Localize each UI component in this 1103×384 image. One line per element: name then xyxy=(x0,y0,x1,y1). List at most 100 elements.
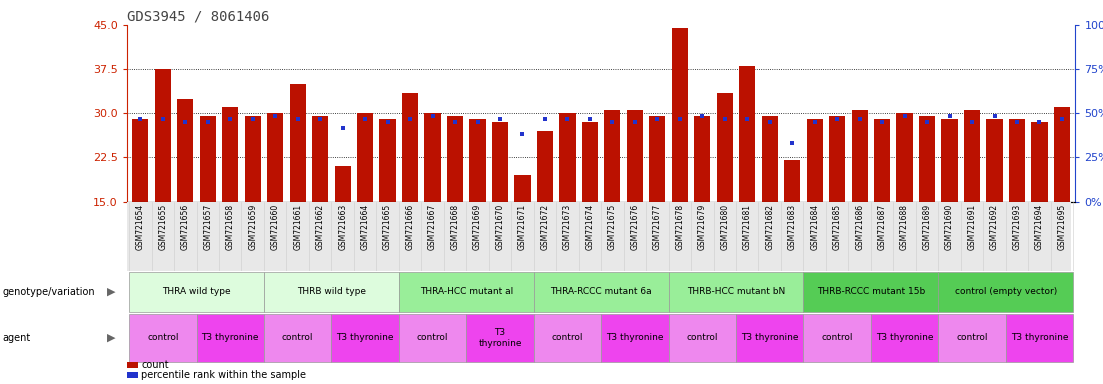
Bar xyxy=(559,113,576,202)
Text: T3 thyronine: T3 thyronine xyxy=(876,333,933,343)
Text: count: count xyxy=(141,360,169,370)
Text: THRB-HCC mutant bN: THRB-HCC mutant bN xyxy=(687,287,785,296)
Bar xyxy=(627,110,643,202)
Bar xyxy=(803,271,939,312)
Bar xyxy=(672,28,688,202)
Bar xyxy=(290,84,306,202)
Text: GSM721671: GSM721671 xyxy=(518,204,527,250)
Bar xyxy=(871,314,939,362)
Text: GSM721680: GSM721680 xyxy=(720,204,729,250)
Bar xyxy=(129,314,196,362)
Text: GSM721688: GSM721688 xyxy=(900,204,909,250)
Bar xyxy=(245,116,260,202)
Bar xyxy=(829,116,845,202)
Bar xyxy=(806,119,823,202)
Text: THRB wild type: THRB wild type xyxy=(297,287,366,296)
Text: T3 thyronine: T3 thyronine xyxy=(607,333,664,343)
Text: GSM721690: GSM721690 xyxy=(945,204,954,250)
Bar xyxy=(534,314,601,362)
Bar xyxy=(132,119,149,202)
Text: THRA-RCCC mutant 6a: THRA-RCCC mutant 6a xyxy=(550,287,652,296)
Text: THRA-HCC mutant al: THRA-HCC mutant al xyxy=(419,287,513,296)
Text: GSM721681: GSM721681 xyxy=(742,204,752,250)
Text: GSM721664: GSM721664 xyxy=(361,204,370,250)
Text: GSM721685: GSM721685 xyxy=(833,204,842,250)
Text: GSM721689: GSM721689 xyxy=(922,204,932,250)
Bar xyxy=(312,116,329,202)
Bar xyxy=(736,314,803,362)
Bar xyxy=(178,99,193,202)
Bar xyxy=(534,271,668,312)
Text: control: control xyxy=(417,333,448,343)
Bar xyxy=(200,116,216,202)
Text: control: control xyxy=(282,333,313,343)
Bar xyxy=(537,131,553,202)
Text: control (empty vector): control (empty vector) xyxy=(954,287,1057,296)
Bar xyxy=(267,113,283,202)
Bar xyxy=(399,271,534,312)
Text: GSM721695: GSM721695 xyxy=(1058,204,1067,250)
Text: T3 thyronine: T3 thyronine xyxy=(1010,333,1068,343)
Text: GSM721692: GSM721692 xyxy=(990,204,999,250)
Bar xyxy=(379,119,396,202)
Text: GSM721691: GSM721691 xyxy=(967,204,976,250)
Text: GSM721683: GSM721683 xyxy=(788,204,796,250)
Bar xyxy=(694,116,710,202)
Text: GSM721677: GSM721677 xyxy=(653,204,662,250)
Bar xyxy=(425,113,440,202)
Text: GSM721693: GSM721693 xyxy=(1013,204,1021,250)
Bar xyxy=(196,314,264,362)
Text: GSM721665: GSM721665 xyxy=(383,204,392,250)
Text: GSM721666: GSM721666 xyxy=(406,204,415,250)
Text: control: control xyxy=(147,333,179,343)
Text: GSM721661: GSM721661 xyxy=(293,204,302,250)
Bar xyxy=(467,314,534,362)
Text: T3 thyronine: T3 thyronine xyxy=(336,333,394,343)
Bar xyxy=(264,271,399,312)
Bar xyxy=(668,314,736,362)
Text: GSM721673: GSM721673 xyxy=(563,204,572,250)
Text: genotype/variation: genotype/variation xyxy=(2,287,95,297)
Bar xyxy=(514,175,531,202)
Text: GSM721679: GSM721679 xyxy=(698,204,707,250)
Text: GSM721656: GSM721656 xyxy=(181,204,190,250)
Bar xyxy=(874,119,890,202)
Text: ▶: ▶ xyxy=(107,333,116,343)
Text: GSM721678: GSM721678 xyxy=(675,204,684,250)
Text: agent: agent xyxy=(2,333,31,343)
Bar xyxy=(601,314,668,362)
Bar xyxy=(852,110,868,202)
Bar xyxy=(919,116,935,202)
Text: GSM721672: GSM721672 xyxy=(540,204,549,250)
Text: GSM721660: GSM721660 xyxy=(270,204,280,250)
Text: GSM721675: GSM721675 xyxy=(608,204,617,250)
Text: GDS3945 / 8061406: GDS3945 / 8061406 xyxy=(127,10,269,24)
Text: ▶: ▶ xyxy=(107,287,116,297)
Text: GSM721669: GSM721669 xyxy=(473,204,482,250)
Text: GSM721670: GSM721670 xyxy=(495,204,504,250)
Bar xyxy=(939,271,1073,312)
Text: T3 thyronine: T3 thyronine xyxy=(741,333,799,343)
Text: control: control xyxy=(822,333,853,343)
Text: percentile rank within the sample: percentile rank within the sample xyxy=(141,370,307,380)
Bar xyxy=(803,314,871,362)
Text: GSM721668: GSM721668 xyxy=(450,204,460,250)
Bar xyxy=(331,314,399,362)
Text: T3 thyronine: T3 thyronine xyxy=(202,333,259,343)
Bar xyxy=(897,113,912,202)
Bar xyxy=(399,314,467,362)
Text: GSM721663: GSM721663 xyxy=(339,204,347,250)
Bar xyxy=(222,108,238,202)
Text: GSM721667: GSM721667 xyxy=(428,204,437,250)
Bar xyxy=(986,119,1003,202)
Bar xyxy=(939,314,1006,362)
Text: THRA wild type: THRA wild type xyxy=(162,287,231,296)
Bar xyxy=(604,110,621,202)
Bar xyxy=(762,116,778,202)
Text: GSM721654: GSM721654 xyxy=(136,204,144,250)
Text: control: control xyxy=(686,333,718,343)
Bar xyxy=(129,271,264,312)
Text: GSM721674: GSM721674 xyxy=(586,204,595,250)
Text: GSM721658: GSM721658 xyxy=(226,204,235,250)
Bar xyxy=(334,166,351,202)
